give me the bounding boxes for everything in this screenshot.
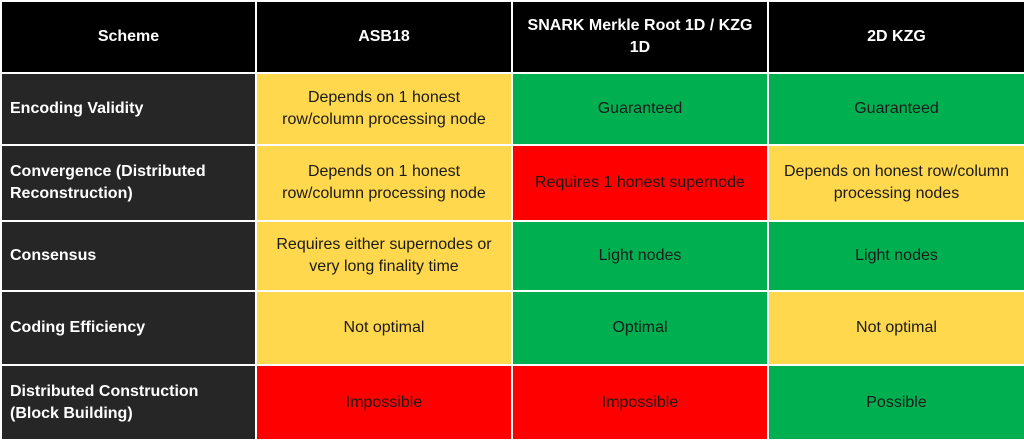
row-label-coding-efficiency: Coding Efficiency (0, 290, 257, 366)
cell-snark-distributed-construction: Impossible (511, 364, 769, 441)
table-row: Convergence (Distributed Reconstruction)… (0, 144, 1024, 222)
cell-snark-consensus: Light nodes (511, 220, 769, 292)
cell-2d-kzg-encoding-validity: Guaranteed (767, 72, 1024, 146)
header-snark: SNARK Merkle Root 1D / KZG 1D (511, 0, 769, 74)
header-2d-kzg: 2D KZG (767, 0, 1024, 74)
table-row: Encoding Validity Depends on 1 honest ro… (0, 72, 1024, 146)
row-label-encoding-validity: Encoding Validity (0, 72, 257, 146)
cell-snark-coding-efficiency: Optimal (511, 290, 769, 366)
row-label-consensus: Consensus (0, 220, 257, 292)
cell-snark-convergence: Requires 1 honest supernode (511, 144, 769, 222)
cell-2d-kzg-convergence: Depends on honest row/column processing … (767, 144, 1024, 222)
table-row: Coding Efficiency Not optimal Optimal No… (0, 290, 1024, 366)
header-scheme: Scheme (0, 0, 257, 74)
cell-asb18-distributed-construction: Impossible (255, 364, 513, 441)
table-row: Consensus Requires either supernodes or … (0, 220, 1024, 292)
row-label-convergence: Convergence (Distributed Reconstruction) (0, 144, 257, 222)
cell-asb18-encoding-validity: Depends on 1 honest row/column processin… (255, 72, 513, 146)
cell-asb18-consensus: Requires either supernodes or very long … (255, 220, 513, 292)
cell-asb18-coding-efficiency: Not optimal (255, 290, 513, 366)
cell-snark-encoding-validity: Guaranteed (511, 72, 769, 146)
row-label-distributed-construction: Distributed Construction (Block Building… (0, 364, 257, 441)
table-row: Distributed Construction (Block Building… (0, 364, 1024, 441)
header-asb18: ASB18 (255, 0, 513, 74)
cell-asb18-convergence: Depends on 1 honest row/column processin… (255, 144, 513, 222)
cell-2d-kzg-distributed-construction: Possible (767, 364, 1024, 441)
cell-2d-kzg-consensus: Light nodes (767, 220, 1024, 292)
header-row: Scheme ASB18 SNARK Merkle Root 1D / KZG … (0, 0, 1024, 74)
cell-2d-kzg-coding-efficiency: Not optimal (767, 290, 1024, 366)
